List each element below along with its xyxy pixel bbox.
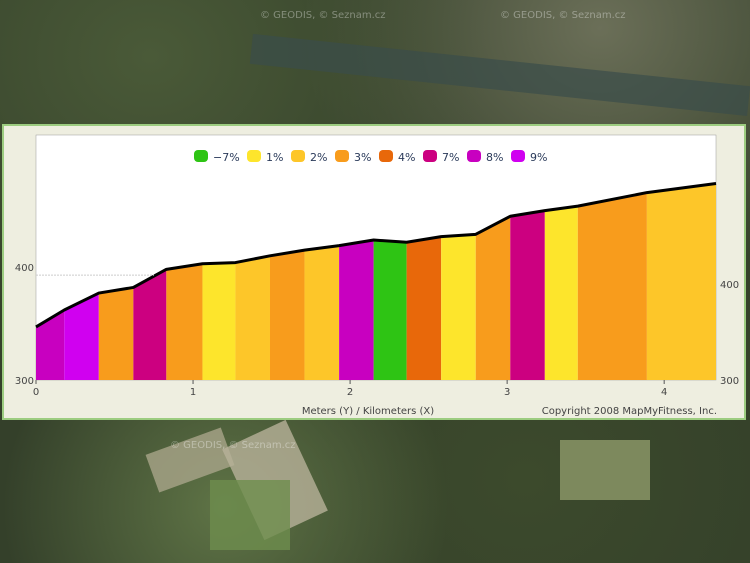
grade-segment bbox=[406, 236, 442, 380]
legend-label: 3% bbox=[354, 151, 371, 164]
legend-label: 9% bbox=[530, 151, 547, 164]
legend-swatch bbox=[423, 150, 437, 162]
legend-swatch bbox=[247, 150, 261, 162]
x-tick-label: 1 bbox=[190, 387, 196, 398]
grade-segment bbox=[304, 245, 340, 380]
grade-segment bbox=[646, 183, 716, 380]
x-axis-label: Meters (Y) / Kilometers (X) bbox=[302, 406, 434, 417]
legend-label: 8% bbox=[486, 151, 503, 164]
x-tick-label: 2 bbox=[347, 387, 353, 398]
x-tick-label: 4 bbox=[661, 387, 667, 398]
grade-segment bbox=[510, 210, 545, 380]
grade-segment bbox=[202, 262, 236, 380]
grade-segment bbox=[98, 287, 134, 380]
legend-swatch bbox=[194, 150, 208, 162]
grade-segment bbox=[235, 255, 270, 380]
legend-label: 2% bbox=[310, 151, 327, 164]
grade-segment bbox=[64, 293, 99, 380]
grade-segment bbox=[441, 234, 476, 380]
right-y-tick-label: 300 bbox=[720, 376, 739, 387]
elevation-chart: 0 1 2 3 4 300 400 400 300 −7% 1% 2% 3% 4% 7% 8% 9% Mete… bbox=[15, 134, 739, 417]
copyright: Copyright 2008 MapMyFitness, Inc. bbox=[542, 406, 717, 417]
legend-swatch bbox=[291, 150, 305, 162]
legend-label: 4% bbox=[398, 151, 415, 164]
legend-swatch bbox=[511, 150, 525, 162]
grade-segment bbox=[269, 250, 305, 380]
x-tick-label: 0 bbox=[33, 387, 39, 398]
legend-swatch bbox=[379, 150, 393, 162]
grade-segment bbox=[373, 240, 407, 380]
grade-segment bbox=[544, 206, 578, 380]
legend-swatch bbox=[335, 150, 349, 162]
legend-label: −7% bbox=[213, 151, 240, 164]
legend-swatch bbox=[467, 150, 481, 162]
right-y-tick-label: 400 bbox=[720, 280, 739, 291]
grade-segment bbox=[339, 240, 374, 380]
elevation-chart-panel: 0 1 2 3 4 300 400 400 300 −7% 1% 2% 3% 4% 7% 8% 9% Mete… bbox=[2, 124, 746, 420]
grade-segment bbox=[475, 216, 511, 380]
y-tick-label: 300 bbox=[15, 376, 34, 387]
grade-segment bbox=[36, 310, 65, 380]
map-watermark: © GEODIS, © Seznam.cz bbox=[260, 10, 386, 21]
legend-label: 7% bbox=[442, 151, 459, 164]
x-tick-label: 3 bbox=[504, 387, 510, 398]
grade-segment bbox=[133, 269, 167, 380]
y-tick-label: 400 bbox=[15, 263, 34, 274]
grade-segment bbox=[166, 263, 203, 380]
map-watermark: © GEODIS, © Seznam.cz bbox=[170, 440, 296, 451]
map-watermark: © GEODIS, © Seznam.cz bbox=[500, 10, 626, 21]
legend-label: 1% bbox=[266, 151, 283, 164]
grade-segment bbox=[577, 192, 647, 380]
elevation-line bbox=[35, 182, 717, 329]
